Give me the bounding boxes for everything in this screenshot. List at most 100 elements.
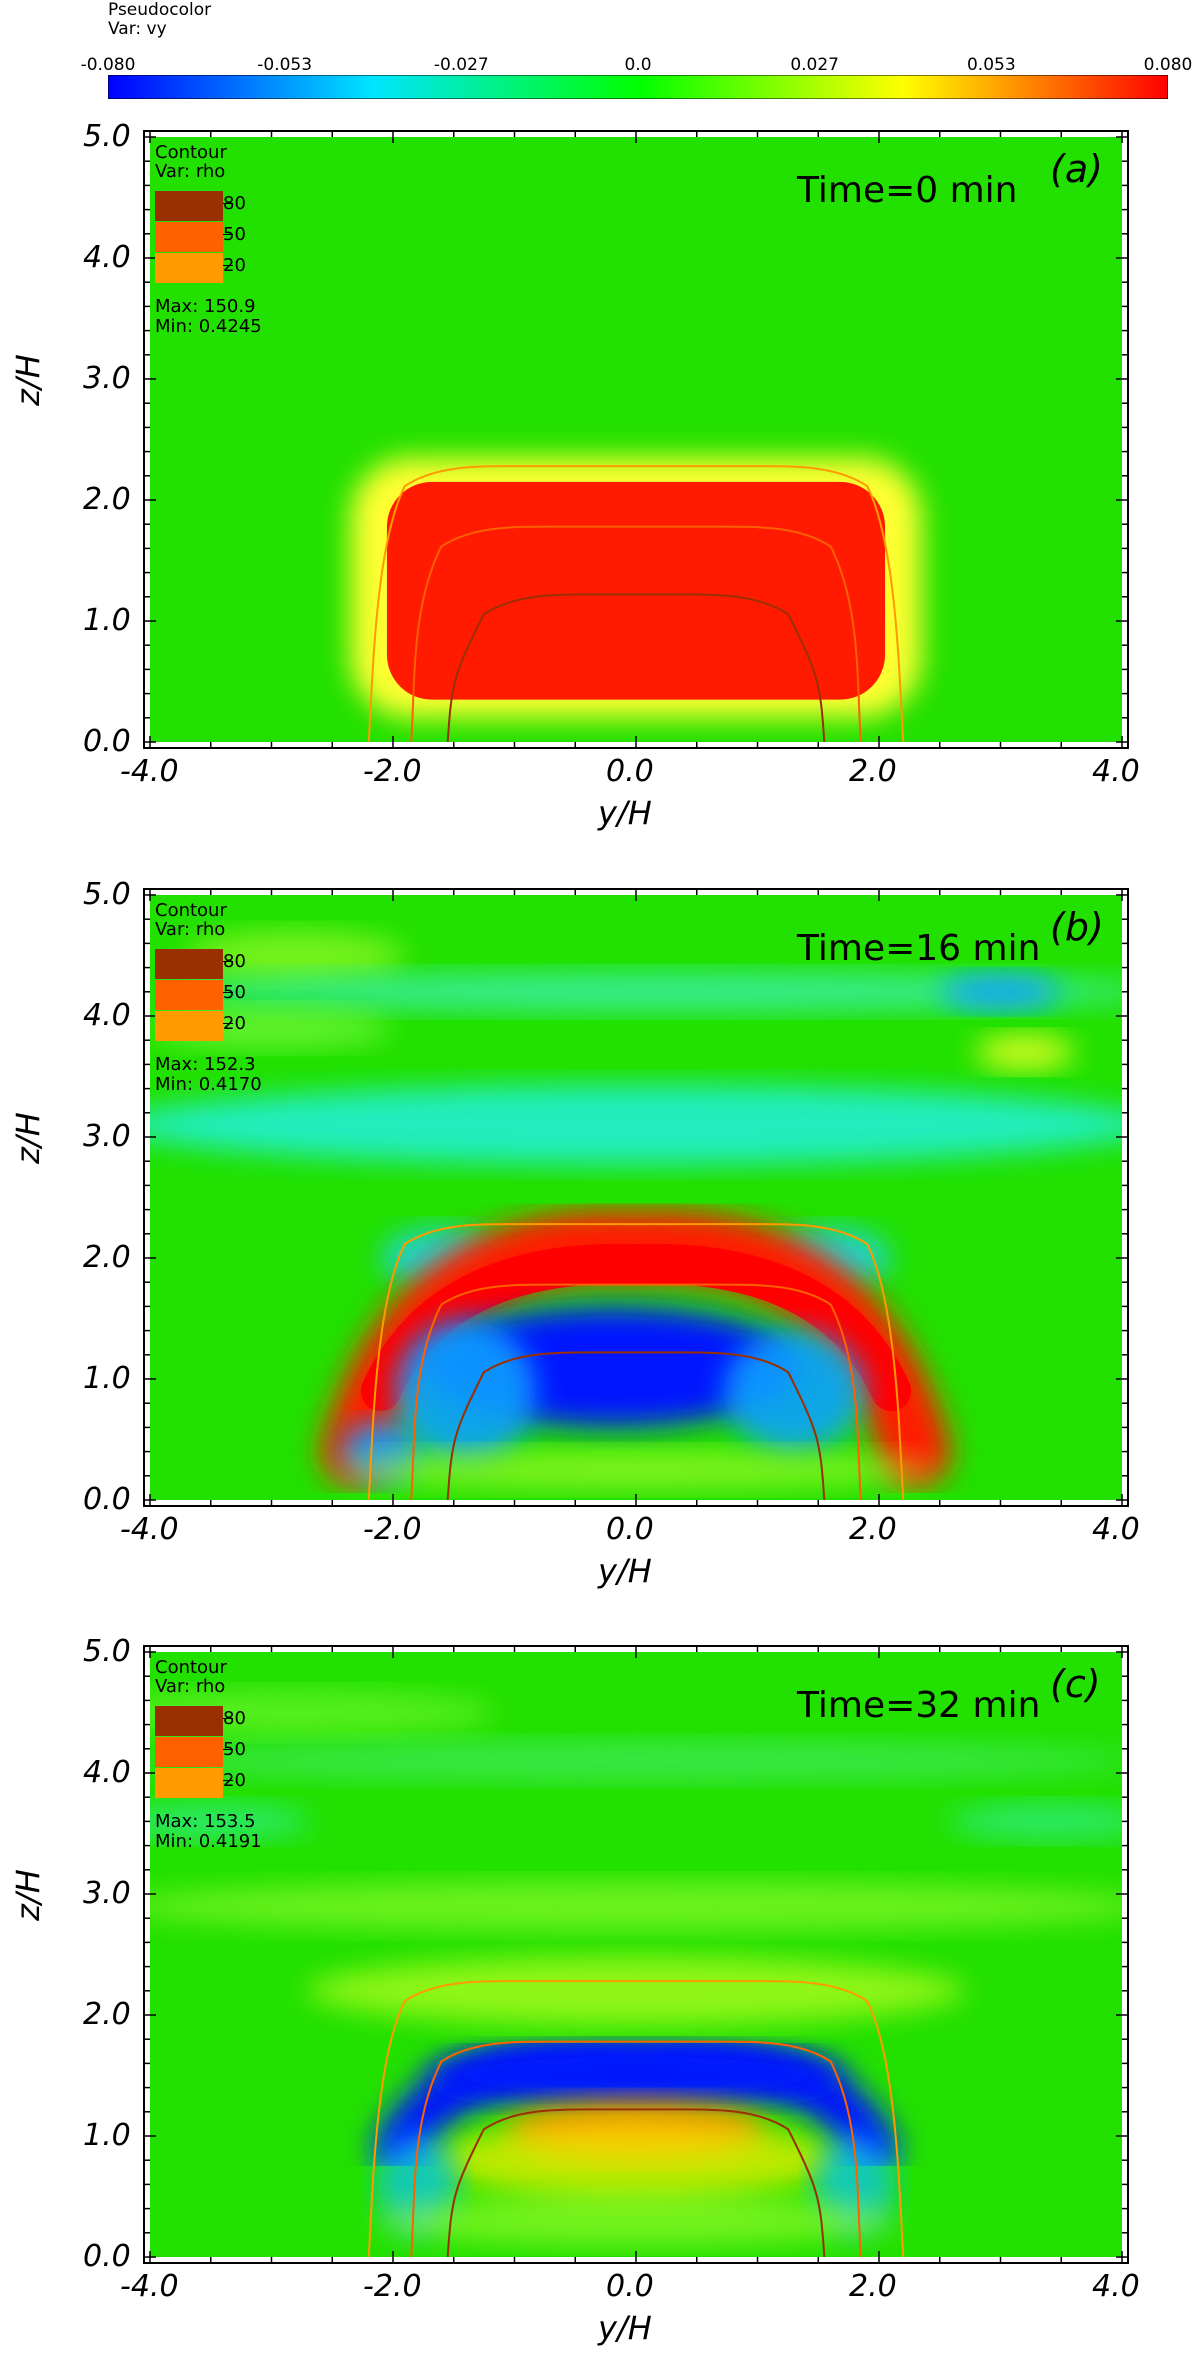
colorbar-tick-label: -0.080 <box>80 55 136 75</box>
contour-line-50 <box>410 1283 862 1500</box>
time-label: Time=16 min <box>797 928 1041 969</box>
legend-level-label: 50 <box>223 1739 246 1760</box>
heatmap-blob <box>336 1449 936 1490</box>
legend-tick <box>223 961 233 962</box>
legend-level-label: 80 <box>223 951 246 972</box>
legend-level-label: 20 <box>223 1013 246 1034</box>
legend-swatch <box>155 191 223 221</box>
legend-title: Contour <box>155 142 227 163</box>
panel-label: (a) <box>1050 147 1103 191</box>
y-tick-label: 3.0 <box>83 1876 131 1911</box>
heatmap-blob <box>150 1740 1122 1781</box>
time-label: Time=0 min <box>797 170 1018 211</box>
colorbar-tick-label: 0.027 <box>790 55 839 75</box>
x-tick-label: -2.0 <box>363 1512 422 1547</box>
colorbar-tick-label: -0.053 <box>257 55 313 75</box>
plot-svg <box>143 888 1129 1507</box>
plot-panel: (b) Time=16 min Contour Var: rho 80 50 20 Max: … <box>0 877 1200 1623</box>
y-tick-label: 2.0 <box>83 1997 131 2032</box>
plot-svg <box>143 1645 1129 2264</box>
heatmap-blob <box>395 1321 536 1462</box>
x-tick-label: 0.0 <box>606 1512 654 1547</box>
y-axis-label: z/H <box>8 1112 47 1164</box>
colorbar-variable: Var: vy <box>108 19 167 39</box>
max-label: Max: 150.9 <box>155 296 256 317</box>
contour-line-80 <box>446 1351 826 1500</box>
plot-svg <box>143 130 1129 749</box>
contour-line-20 <box>367 1980 905 2257</box>
heatmap-field <box>350 457 922 742</box>
contour-line-80 <box>446 2108 826 2257</box>
legend-title: Contour <box>155 900 227 921</box>
heatmap-field <box>150 930 1122 1500</box>
heatmap-core <box>386 481 886 700</box>
legend-variable: Var: rho <box>155 1676 226 1697</box>
colorbar-tick-label: 0.080 <box>1143 55 1193 75</box>
y-tick-label: 0.0 <box>83 1482 131 1517</box>
heatmap-blob <box>150 1084 1122 1165</box>
y-tick-label: 4.0 <box>83 240 131 275</box>
heatmap-blob <box>940 973 1061 1010</box>
legend-tick <box>223 203 233 204</box>
heatmap-field <box>150 1690 1122 2257</box>
heatmap-blob <box>974 1034 1075 1071</box>
heatmap-blob <box>185 930 406 981</box>
time-label: Time=32 min <box>797 1685 1041 1726</box>
axis-ticks <box>144 131 1128 748</box>
contour-line-20 <box>367 1223 905 1500</box>
legend-tick <box>223 992 233 993</box>
x-tick-label: 0.0 <box>606 2269 654 2304</box>
y-tick-label: 3.0 <box>83 1119 131 1154</box>
x-axis-label: y/H <box>598 794 652 832</box>
colorbar-tick-label: -0.027 <box>433 55 489 75</box>
x-tick-label: 4.0 <box>1092 1512 1140 1547</box>
heatmap-blob <box>949 1803 1122 1840</box>
max-label: Max: 153.5 <box>155 1811 256 1832</box>
y-tick-label: 5.0 <box>83 1634 131 1669</box>
legend-title: Contour <box>155 1657 227 1678</box>
colorbar <box>108 75 1168 99</box>
legend-swatch <box>155 1737 223 1767</box>
legend-swatch <box>155 1011 223 1041</box>
contour-line-80 <box>446 593 826 742</box>
heatmap-blob <box>436 2120 836 2201</box>
x-tick-label: -4.0 <box>120 1512 179 1547</box>
y-tick-label: 2.0 <box>83 1240 131 1275</box>
min-label: Min: 0.4191 <box>155 1831 262 1852</box>
heatmap-blob <box>723 1331 864 1452</box>
heatmap-blob <box>160 971 1122 1012</box>
panel-label: (c) <box>1050 1662 1101 1706</box>
legend-swatch <box>155 253 223 283</box>
max-label: Max: 152.3 <box>155 1054 256 1075</box>
contour-line-20 <box>367 465 905 742</box>
legend-level-label: 80 <box>223 1708 246 1729</box>
legend-swatch <box>155 980 223 1010</box>
legend-swatch <box>155 1768 223 1798</box>
x-tick-label: 2.0 <box>849 1512 897 1547</box>
y-tick-label: 0.0 <box>83 724 131 759</box>
legend-level-label: 50 <box>223 982 246 1003</box>
colorbar-title: Pseudocolor <box>108 0 212 20</box>
legend-tick <box>223 1780 233 1781</box>
plot-panel: (c) Time=32 min Contour Var: rho 80 50 20 Max: … <box>0 1634 1200 2380</box>
y-tick-label: 0.0 <box>83 2239 131 2274</box>
legend-swatch <box>155 1706 223 1736</box>
legend-level-label: 20 <box>223 255 246 276</box>
colorbar-tick-label: 0.053 <box>966 55 1016 75</box>
heatmap-blob <box>376 2195 896 2246</box>
y-axis-label: z/H <box>8 354 47 406</box>
x-tick-label: 2.0 <box>849 2269 897 2304</box>
legend-tick <box>223 1718 233 1719</box>
min-label: Min: 0.4170 <box>155 1074 262 1095</box>
heatmap-band-core <box>360 1243 912 1412</box>
y-tick-label: 4.0 <box>83 1755 131 1790</box>
x-tick-label: 2.0 <box>849 754 897 789</box>
legend-tick <box>223 1749 233 1750</box>
legend-tick <box>223 265 233 266</box>
y-tick-label: 5.0 <box>83 877 131 912</box>
y-tick-label: 5.0 <box>83 119 131 154</box>
heatmap-blob <box>306 1955 966 2026</box>
x-tick-label: -4.0 <box>120 754 179 789</box>
legend-level-label: 20 <box>223 1770 246 1791</box>
contour-line-50 <box>410 2040 862 2257</box>
